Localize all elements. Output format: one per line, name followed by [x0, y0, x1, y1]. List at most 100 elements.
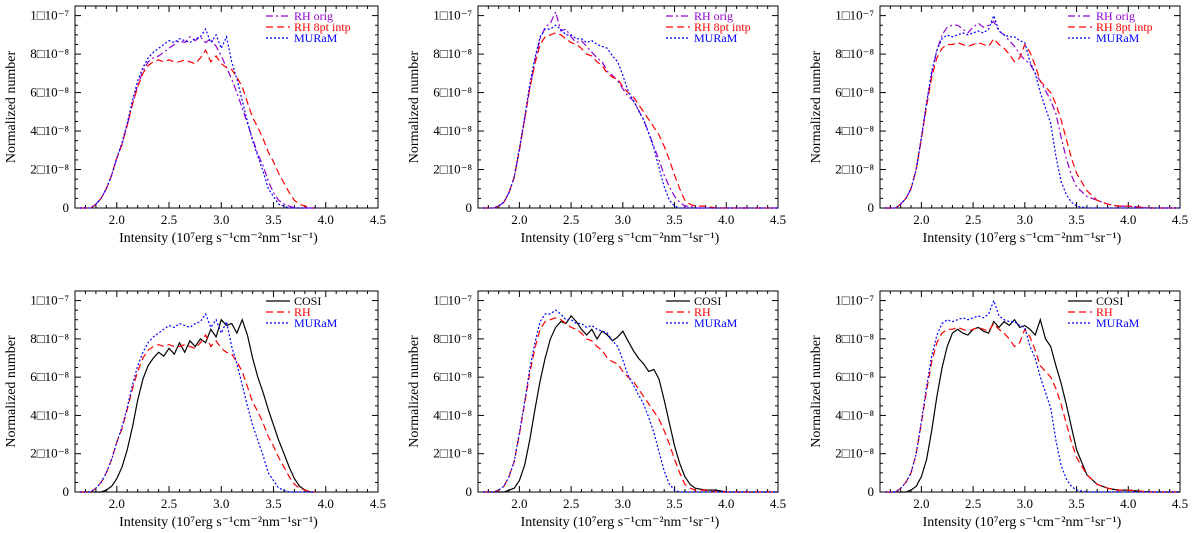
plot-frame: [879, 5, 1181, 209]
x-axis-title: Intensity (10⁷erg s⁻¹cm⁻²nm⁻¹sr⁻¹): [521, 231, 720, 246]
x-tick-label: 4.0: [318, 496, 334, 511]
y-axis-title: Normalized number: [4, 335, 19, 448]
series-line-rh: [885, 322, 1180, 493]
legend-label: RH 8pt intp: [294, 20, 351, 34]
x-tick-label: 2.5: [965, 212, 981, 227]
y-tick-label: 6□10⁻⁸: [835, 369, 874, 384]
plot-frame: [74, 290, 379, 493]
legend-label: RH: [694, 305, 711, 319]
x-tick-label: 4.0: [718, 496, 734, 511]
series-line-muram: [483, 24, 778, 209]
x-tick-label: 4.5: [1172, 212, 1188, 227]
legend-label: MURaM: [294, 31, 338, 45]
y-tick-label: 4□10⁻⁸: [30, 123, 69, 138]
y-tick-label: 0: [868, 484, 875, 499]
x-tick-label: 4.5: [770, 496, 786, 511]
plot-frame: [879, 290, 1181, 493]
legend-label: RH orig: [694, 9, 733, 23]
series-line-rh: [80, 333, 316, 493]
y-tick-label: 6□10⁻⁸: [433, 85, 472, 100]
y-tick-label: 8□10⁻⁸: [30, 46, 69, 61]
y-tick-label: 1□10⁻⁷: [433, 8, 472, 23]
y-tick-label: 2□10⁻⁸: [30, 162, 69, 177]
legend-label: RH 8pt intp: [694, 20, 751, 34]
x-tick-label: 2.5: [563, 212, 579, 227]
legend-label: COSI: [694, 294, 721, 308]
y-tick-label: 6□10⁻⁸: [835, 85, 874, 100]
y-tick-label: 4□10⁻⁸: [30, 407, 69, 422]
x-axis-title: Intensity (10⁷erg s⁻¹cm⁻²nm⁻¹sr⁻¹): [119, 515, 318, 530]
series-line-rh-8pt-intp: [483, 32, 778, 209]
y-tick-label: 1□10⁻⁷: [433, 293, 472, 308]
x-tick-label: 2.0: [511, 496, 527, 511]
x-tick-label: 4.5: [370, 496, 386, 511]
legend-label: MURaM: [1096, 316, 1140, 330]
legend-label: MURaM: [694, 31, 738, 45]
legend-label: COSI: [1096, 294, 1123, 308]
y-tick-label: 8□10⁻⁸: [433, 331, 472, 346]
x-tick-label: 2.0: [109, 212, 125, 227]
legend-label: MURaM: [1096, 31, 1140, 45]
y-tick-label: 1□10⁻⁷: [30, 8, 69, 23]
chart-panel-1: 2.0 2.5 3.0 3.5 4.0 4.5 0 2□10⁻⁸ 4□10⁻⁸ 6□10⁻⁸ 8□1…: [4, 5, 386, 246]
y-tick-label: 2□10⁻⁸: [835, 446, 874, 461]
x-tick-label: 4.0: [1120, 496, 1136, 511]
x-tick-label: 3.5: [1068, 212, 1084, 227]
chart-panel-5: 2.0 2.5 3.0 3.5 4.0 4.5 0 2□10⁻⁸ 4□10⁻⁸ 6□10⁻⁸ 8□1…: [407, 290, 786, 530]
x-tick-label: 3.5: [1068, 496, 1084, 511]
x-tick-label: 3.5: [265, 496, 281, 511]
chart-panel-3: 2.0 2.5 3.0 3.5 4.0 4.5 0 2□10⁻⁸ 4□10⁻⁸ 6□10⁻⁸ 8□1…: [809, 5, 1188, 246]
x-tick-label: 4.5: [1172, 496, 1188, 511]
series-line-rh-8pt-intp: [80, 48, 316, 209]
x-tick-label: 2.0: [913, 212, 929, 227]
x-tick-label: 2.5: [161, 496, 177, 511]
x-tick-label: 3.0: [615, 212, 631, 227]
y-tick-label: 6□10⁻⁸: [30, 369, 69, 384]
x-tick-label: 3.5: [265, 212, 281, 227]
y-tick-label: 8□10⁻⁸: [30, 331, 69, 346]
x-tick-label: 3.0: [1017, 496, 1033, 511]
plot-frame: [477, 290, 779, 493]
x-tick-label: 3.5: [666, 496, 682, 511]
legend-label: COSI: [294, 294, 321, 308]
series-line-rh: [483, 317, 778, 493]
chart-panel-6: 2.0 2.5 3.0 3.5 4.0 4.5 0 2□10⁻⁸ 4□10⁻⁸ 6□10⁻⁸ 8□1…: [809, 290, 1188, 530]
y-tick-label: 2□10⁻⁸: [433, 162, 472, 177]
y-tick-label: 0: [466, 484, 473, 499]
series-line-cosi: [483, 314, 778, 493]
series-line-muram: [80, 312, 316, 493]
y-axis-title: Normalized number: [407, 335, 422, 448]
x-axis-title: Intensity (10⁷erg s⁻¹cm⁻²nm⁻¹sr⁻¹): [521, 515, 720, 530]
y-tick-label: 8□10⁻⁸: [835, 46, 874, 61]
legend-label: MURaM: [694, 316, 738, 330]
series-line-rh-orig: [885, 20, 1180, 209]
series-line-cosi: [80, 317, 316, 493]
y-tick-label: 4□10⁻⁸: [835, 123, 874, 138]
series-line-cosi: [885, 317, 1180, 493]
legend-label: RH: [1096, 305, 1113, 319]
y-tick-label: 6□10⁻⁸: [30, 85, 69, 100]
x-tick-label: 2.5: [161, 212, 177, 227]
y-axis-title: Normalized number: [809, 50, 824, 163]
y-tick-label: 6□10⁻⁸: [433, 369, 472, 384]
x-tick-label: 2.0: [511, 212, 527, 227]
x-axis-title: Intensity (10⁷erg s⁻¹cm⁻²nm⁻¹sr⁻¹): [923, 515, 1122, 530]
y-tick-label: 2□10⁻⁸: [433, 446, 472, 461]
plot-frame: [74, 5, 379, 209]
chart-panel-4: 2.0 2.5 3.0 3.5 4.0 4.5 0 2□10⁻⁸ 4□10⁻⁸ 6□10⁻⁸ 8□1…: [4, 290, 386, 530]
y-tick-label: 0: [868, 200, 875, 215]
y-tick-label: 2□10⁻⁸: [835, 162, 874, 177]
y-tick-label: 8□10⁻⁸: [835, 331, 874, 346]
x-axis-title: Intensity (10⁷erg s⁻¹cm⁻²nm⁻¹sr⁻¹): [923, 231, 1122, 246]
x-tick-label: 3.5: [666, 212, 682, 227]
x-axis-title: Intensity (10⁷erg s⁻¹cm⁻²nm⁻¹sr⁻¹): [119, 231, 318, 246]
y-tick-label: 8□10⁻⁸: [433, 46, 472, 61]
x-tick-label: 4.5: [770, 212, 786, 227]
legend-label: RH orig: [1096, 9, 1135, 23]
y-tick-label: 4□10⁻⁸: [433, 123, 472, 138]
x-tick-label: 3.0: [213, 496, 229, 511]
y-tick-label: 0: [466, 200, 473, 215]
y-tick-label: 4□10⁻⁸: [835, 407, 874, 422]
y-tick-label: 1□10⁻⁷: [835, 293, 874, 308]
